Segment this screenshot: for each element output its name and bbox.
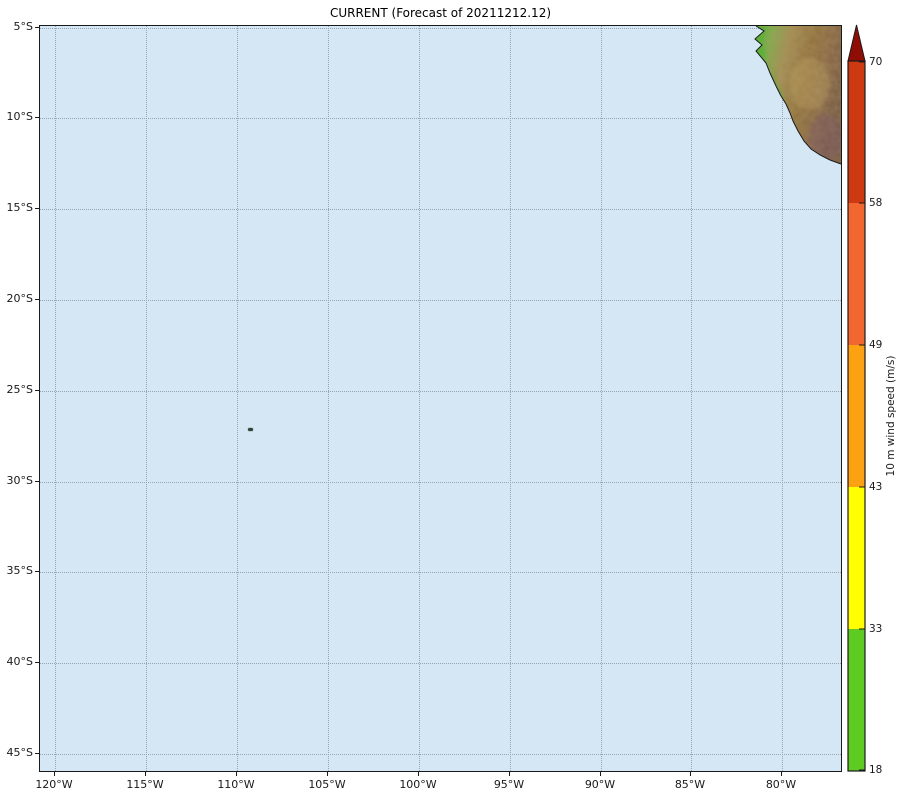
x-tick (327, 772, 328, 776)
colorbar-tick-label: 58 (869, 197, 883, 209)
colorbar-seg-33-43 (848, 487, 865, 629)
gridline-lon (691, 26, 692, 771)
x-tick-label: 85°W (674, 778, 706, 791)
gridline-lat (40, 391, 841, 392)
gridline-lat (40, 118, 841, 119)
x-tick (690, 772, 691, 776)
gridline-lon (510, 26, 511, 771)
highland-highlight (790, 58, 830, 110)
colorbar-tick-label: 49 (869, 339, 883, 351)
x-tick (418, 772, 419, 776)
gridline-lat (40, 300, 841, 301)
y-tick (35, 117, 39, 118)
gridline-lat (40, 209, 841, 210)
y-tick (35, 753, 39, 754)
colorbar-border (847, 60, 866, 772)
gridline-lat (40, 663, 841, 664)
x-tick-label: 120°W (35, 778, 73, 791)
colorbar-over-arrow (847, 24, 866, 62)
colorbar-seg-49-58 (848, 203, 865, 345)
x-tick (54, 772, 55, 776)
y-tick-label: 20°S (6, 292, 33, 305)
x-tick-label: 105°W (308, 778, 346, 791)
y-tick-label: 40°S (6, 655, 33, 668)
y-tick-label: 30°S (6, 474, 33, 487)
y-tick (35, 299, 39, 300)
mountain-shadow (809, 114, 841, 162)
x-tick-label: 80°W (765, 778, 797, 791)
y-tick-label: 15°S (6, 201, 33, 214)
colorbar (847, 24, 866, 772)
x-tick (509, 772, 510, 776)
landmass-south-america (754, 26, 841, 165)
gridline-lon (237, 26, 238, 771)
x-tick-label: 115°W (126, 778, 164, 791)
coastal-green-strip (755, 26, 784, 100)
y-tick (35, 208, 39, 209)
y-tick (35, 481, 39, 482)
y-tick-label: 35°S (6, 564, 33, 577)
y-tick-label: 45°S (6, 746, 33, 759)
colorbar-seg-43-49 (848, 345, 865, 487)
y-tick-label: 5°S (13, 20, 33, 33)
y-tick-label: 25°S (6, 383, 33, 396)
gridline-lat (40, 754, 841, 755)
colorbar-seg-58-70 (848, 61, 865, 203)
coastline (754, 26, 841, 165)
x-tick (145, 772, 146, 776)
colorbar-tick-label: 33 (869, 623, 883, 635)
colorbar-tick-label: 70 (869, 56, 883, 68)
x-tick (781, 772, 782, 776)
island-dot (248, 428, 253, 431)
chart-title: CURRENT (Forecast of 20211212.12) (329, 6, 552, 20)
gridline-lat (40, 28, 841, 29)
y-tick (35, 571, 39, 572)
colorbar-axis-label: 10 m wind speed (m/s) (885, 355, 897, 477)
y-tick (35, 390, 39, 391)
x-tick-label: 90°W (584, 778, 616, 791)
x-tick-label: 110°W (217, 778, 255, 791)
gridline-lat (40, 482, 841, 483)
gridline-lon (146, 26, 147, 771)
x-tick (236, 772, 237, 776)
x-tick (600, 772, 601, 776)
gridline-lon (55, 26, 56, 771)
gridline-lat (40, 572, 841, 573)
colorbar-tick-label: 43 (869, 481, 883, 493)
colorbar-tick-label: 18 (869, 764, 883, 776)
x-tick-label: 100°W (399, 778, 437, 791)
gridline-lon (601, 26, 602, 771)
y-tick-label: 10°S (6, 110, 33, 123)
colorbar-seg-18-33 (848, 629, 865, 771)
y-tick (35, 27, 39, 28)
gridline-lon (419, 26, 420, 771)
gridline-lon (782, 26, 783, 771)
colorbar-ticks (859, 61, 865, 771)
x-tick-label: 95°W (493, 778, 525, 791)
gridline-lon (328, 26, 329, 771)
y-tick (35, 662, 39, 663)
map-plot-area (39, 25, 842, 772)
